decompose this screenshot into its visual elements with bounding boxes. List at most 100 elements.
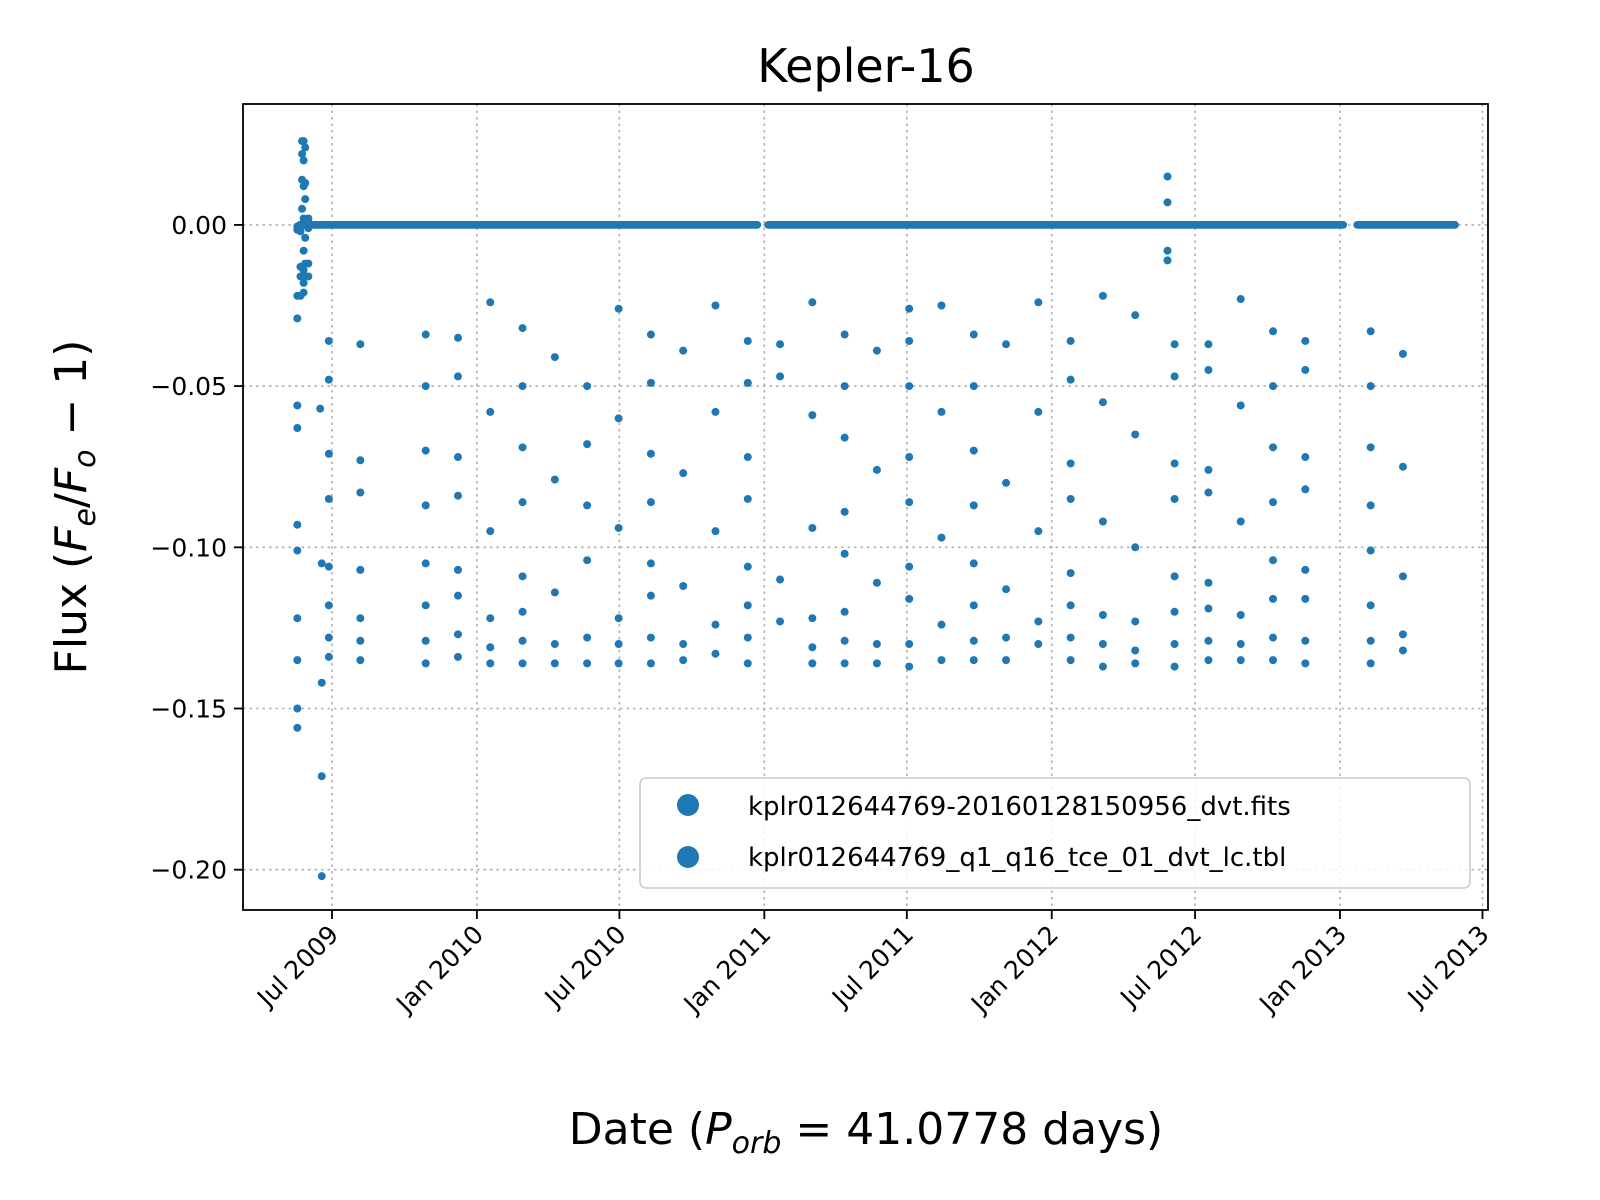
- data-point-series-1: [296, 227, 305, 236]
- data-point-series-1: [453, 453, 462, 462]
- data-point-series-1: [614, 614, 623, 623]
- data-point-series-1: [293, 520, 302, 529]
- data-point-series-1: [324, 562, 333, 571]
- data-point-series-1: [486, 298, 495, 307]
- data-point-series-1: [298, 204, 307, 213]
- data-point-series-1: [969, 656, 978, 665]
- data-point-series-2: [1269, 382, 1278, 391]
- data-point-series-2: [1301, 485, 1310, 494]
- data-point-series-1: [840, 659, 849, 668]
- data-point-series-1: [518, 607, 527, 616]
- data-point-series-1: [421, 382, 430, 391]
- data-point-series-1: [518, 659, 527, 668]
- data-point-series-1: [840, 330, 849, 339]
- data-point-series-2: [1236, 517, 1245, 526]
- data-point-series-2: [1204, 636, 1213, 645]
- data-point-series-1: [872, 578, 881, 587]
- data-point-series-1: [1131, 659, 1140, 668]
- data-point-series-1: [905, 594, 914, 603]
- data-point-series-1: [293, 723, 302, 732]
- data-point-series-2: [304, 224, 313, 233]
- data-point-series-1: [969, 601, 978, 610]
- data-point-series-1: [646, 633, 655, 642]
- data-point-series-2: [1301, 636, 1310, 645]
- data-point-series-1: [679, 640, 688, 649]
- data-point-series-1: [840, 636, 849, 645]
- y-axis-label-den: F: [46, 467, 97, 493]
- data-point-series-1: [317, 678, 326, 687]
- data-point-series-2: [1398, 349, 1407, 358]
- data-point-series-1: [293, 704, 302, 713]
- data-point-series-1: [679, 581, 688, 590]
- data-point-series-1: [301, 195, 310, 204]
- data-point-series-2: [1170, 572, 1179, 581]
- data-point-series-1: [518, 636, 527, 645]
- data-point-series-2: [1236, 401, 1245, 410]
- data-point-series-1: [316, 404, 325, 413]
- data-point-series-1: [301, 143, 310, 152]
- data-point-series-2: [1170, 459, 1179, 468]
- data-point-series-1: [1066, 494, 1075, 503]
- data-point-series-1: [646, 591, 655, 600]
- data-point-series-1: [453, 333, 462, 342]
- data-point-series-1: [324, 336, 333, 345]
- data-point-series-1: [421, 501, 430, 510]
- data-point-series-2: [1236, 611, 1245, 620]
- data-point-series-1: [905, 562, 914, 571]
- data-point-series-1: [486, 659, 495, 668]
- data-point-series-2: [1204, 488, 1213, 497]
- data-point-series-1: [324, 652, 333, 661]
- data-point-series-1: [298, 149, 307, 158]
- data-point-series-1: [743, 659, 752, 668]
- data-point-series-1: [840, 382, 849, 391]
- y-tick-label: −0.15: [150, 695, 227, 724]
- data-point-series-2: [1170, 340, 1179, 349]
- data-point-series-1: [840, 433, 849, 442]
- data-point-series-1: [905, 336, 914, 345]
- data-point-series-1: [679, 656, 688, 665]
- data-point-series-1: [646, 498, 655, 507]
- data-point-series-1: [421, 330, 430, 339]
- x-axis-label-rest: = 41.0778 days): [781, 1104, 1163, 1155]
- data-point-series-1: [872, 465, 881, 474]
- data-point-series-1: [301, 233, 310, 242]
- legend-marker-1: [677, 794, 699, 816]
- data-point-series-1: [679, 469, 688, 478]
- data-point-series-1: [421, 559, 430, 568]
- data-point-series-2: [1366, 546, 1375, 555]
- data-point-series-1: [317, 559, 326, 568]
- data-point-series-1: [518, 572, 527, 581]
- data-point-series-1: [969, 382, 978, 391]
- data-point-series-1: [808, 659, 817, 668]
- data-point-series-1: [711, 649, 720, 658]
- y-tick-label: −0.20: [150, 856, 227, 885]
- data-point-series-1: [937, 407, 946, 416]
- data-point-series-1: [614, 523, 623, 532]
- data-point-series-1: [679, 346, 688, 355]
- data-point-series-1: [356, 614, 365, 623]
- x-axis-label-prefix: Date (: [569, 1104, 705, 1155]
- data-point-series-2: [1204, 604, 1213, 613]
- data-point-series-1: [1034, 298, 1043, 307]
- data-point-series-1: [969, 636, 978, 645]
- data-point-series-1: [1034, 527, 1043, 536]
- data-point-series-1: [1098, 398, 1107, 407]
- data-point-series-1: [646, 378, 655, 387]
- y-axis-label-num-sub: e: [68, 508, 103, 526]
- data-point-series-2: [1398, 630, 1407, 639]
- data-point-series-1: [743, 336, 752, 345]
- data-point-series-1: [937, 301, 946, 310]
- y-tick-label: −0.05: [150, 372, 227, 401]
- data-point-series-1: [1066, 336, 1075, 345]
- data-point-series-2: [1269, 327, 1278, 336]
- data-points: [293, 137, 1407, 881]
- data-point-series-2: [1236, 656, 1245, 665]
- data-point-series-1: [356, 456, 365, 465]
- x-axis-label: Date (Porb = 41.0778 days): [569, 1104, 1163, 1161]
- data-point-series-1: [550, 475, 559, 484]
- data-point-series-2: [1301, 659, 1310, 668]
- data-point-series-1: [614, 414, 623, 423]
- data-point-series-1: [905, 640, 914, 649]
- data-point-series-1: [1098, 291, 1107, 300]
- data-point-series-1: [486, 407, 495, 416]
